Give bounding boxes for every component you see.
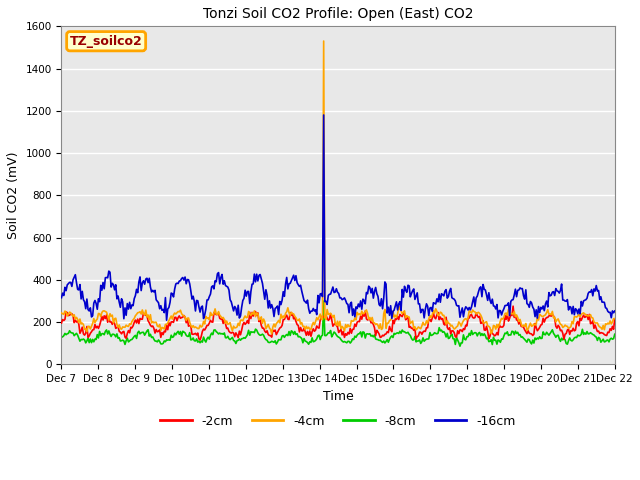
X-axis label: Time: Time [323, 390, 353, 403]
Title: Tonzi Soil CO2 Profile: Open (East) CO2: Tonzi Soil CO2 Profile: Open (East) CO2 [203, 7, 474, 21]
Text: TZ_soilco2: TZ_soilco2 [70, 35, 143, 48]
Legend: -2cm, -4cm, -8cm, -16cm: -2cm, -4cm, -8cm, -16cm [156, 409, 521, 432]
Y-axis label: Soil CO2 (mV): Soil CO2 (mV) [7, 152, 20, 239]
